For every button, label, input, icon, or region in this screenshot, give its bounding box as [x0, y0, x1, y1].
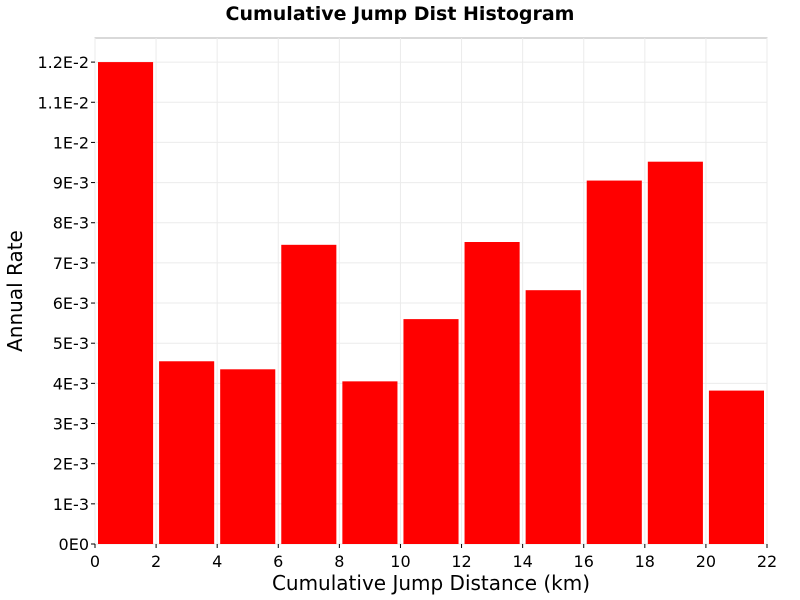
y-tick-label: 9E-3 — [53, 174, 89, 193]
bars — [98, 62, 764, 545]
y-tick-label: 3E-3 — [53, 415, 89, 434]
x-tick-label: 8 — [334, 552, 344, 571]
x-tick-label: 14 — [512, 552, 532, 571]
x-tick-label: 12 — [451, 552, 471, 571]
x-tick-label: 22 — [757, 552, 777, 571]
x-tick-label: 0 — [90, 552, 100, 571]
x-tick-label: 10 — [390, 552, 410, 571]
histogram-bar — [525, 290, 581, 544]
chart-title: Cumulative Jump Dist Histogram — [226, 3, 575, 25]
y-tick-label: 7E-3 — [53, 254, 89, 273]
histogram-bar — [586, 180, 642, 545]
histogram-bar — [403, 319, 459, 544]
y-tick-label: 1.2E-2 — [37, 53, 89, 72]
x-axis-label: Cumulative Jump Distance (km) — [272, 571, 590, 595]
x-tick-label: 2 — [151, 552, 161, 571]
histogram-bar — [281, 244, 337, 545]
histogram-bar — [98, 62, 154, 544]
histogram-bar — [647, 161, 703, 544]
histogram-bar — [464, 242, 520, 544]
y-axis-label: Annual Rate — [3, 230, 27, 352]
y-tick-label: 6E-3 — [53, 294, 89, 313]
y-tick-label: 1E-2 — [53, 133, 89, 152]
histogram-bar — [708, 390, 764, 544]
x-tick-label: 4 — [212, 552, 222, 571]
histogram-bar — [220, 369, 276, 544]
y-tick-label: 5E-3 — [53, 334, 89, 353]
y-tick-label: 2E-3 — [53, 455, 89, 474]
y-tick-label: 8E-3 — [53, 214, 89, 233]
y-axis-ticks: 0E0 1E-3 2E-3 3E-3 4E-3 5E-3 6E-3 7E-3 8E-3 9E-3 1… — [37, 53, 95, 554]
x-tick-label: 6 — [273, 552, 283, 571]
histogram-bar — [159, 361, 215, 544]
histogram-bar — [342, 381, 398, 544]
x-tick-label: 18 — [635, 552, 655, 571]
y-tick-label: 4E-3 — [53, 374, 89, 393]
y-tick-label: 1E-3 — [53, 495, 89, 514]
x-tick-label: 16 — [574, 552, 594, 571]
y-tick-label: 1.1E-2 — [37, 93, 89, 112]
x-axis-ticks: 0 2 4 6 8 10 12 14 16 18 20 22 — [90, 544, 777, 571]
y-tick-label: 0E0 — [59, 535, 89, 554]
x-tick-label: 20 — [696, 552, 716, 571]
